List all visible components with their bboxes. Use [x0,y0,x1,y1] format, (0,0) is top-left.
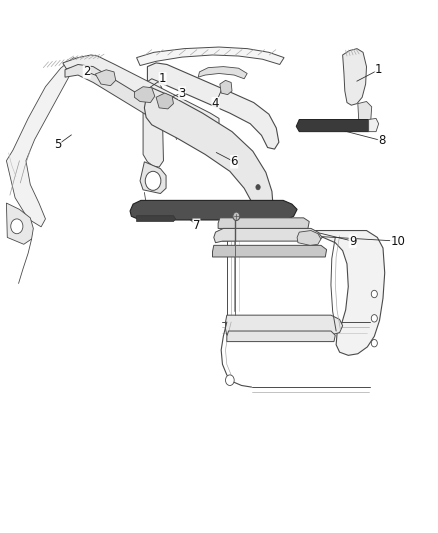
Polygon shape [218,218,309,229]
Polygon shape [130,200,297,220]
Circle shape [371,290,378,298]
Polygon shape [212,245,327,257]
Text: 5: 5 [54,139,61,151]
Text: 4: 4 [212,97,219,110]
Polygon shape [137,216,176,222]
Polygon shape [343,49,367,105]
Circle shape [233,212,240,221]
Polygon shape [226,315,343,335]
Polygon shape [143,79,163,167]
Polygon shape [148,63,279,149]
Polygon shape [369,118,378,132]
Polygon shape [296,119,372,132]
Text: 1: 1 [375,63,382,76]
Text: 9: 9 [349,235,357,248]
Text: 1: 1 [159,72,166,85]
Polygon shape [227,331,335,342]
Polygon shape [214,229,322,243]
Polygon shape [297,231,321,245]
Polygon shape [220,80,232,95]
Text: 2: 2 [83,66,90,78]
Text: 8: 8 [378,134,385,147]
Circle shape [371,314,378,322]
Circle shape [256,184,260,190]
Polygon shape [63,55,219,130]
Polygon shape [134,87,155,102]
Polygon shape [65,64,219,157]
Polygon shape [7,58,78,227]
Polygon shape [137,47,284,66]
Polygon shape [156,93,173,109]
Polygon shape [223,231,385,356]
Circle shape [226,375,234,385]
Polygon shape [146,204,155,215]
Text: 6: 6 [230,155,238,168]
Text: 3: 3 [178,86,186,100]
Polygon shape [95,70,116,86]
Text: 10: 10 [390,235,405,248]
Polygon shape [198,67,247,79]
Polygon shape [7,203,33,244]
Circle shape [145,171,161,190]
Polygon shape [358,101,372,123]
Circle shape [371,340,378,347]
Text: 7: 7 [193,219,200,232]
Polygon shape [140,162,166,193]
Polygon shape [145,88,273,215]
Circle shape [11,219,23,233]
